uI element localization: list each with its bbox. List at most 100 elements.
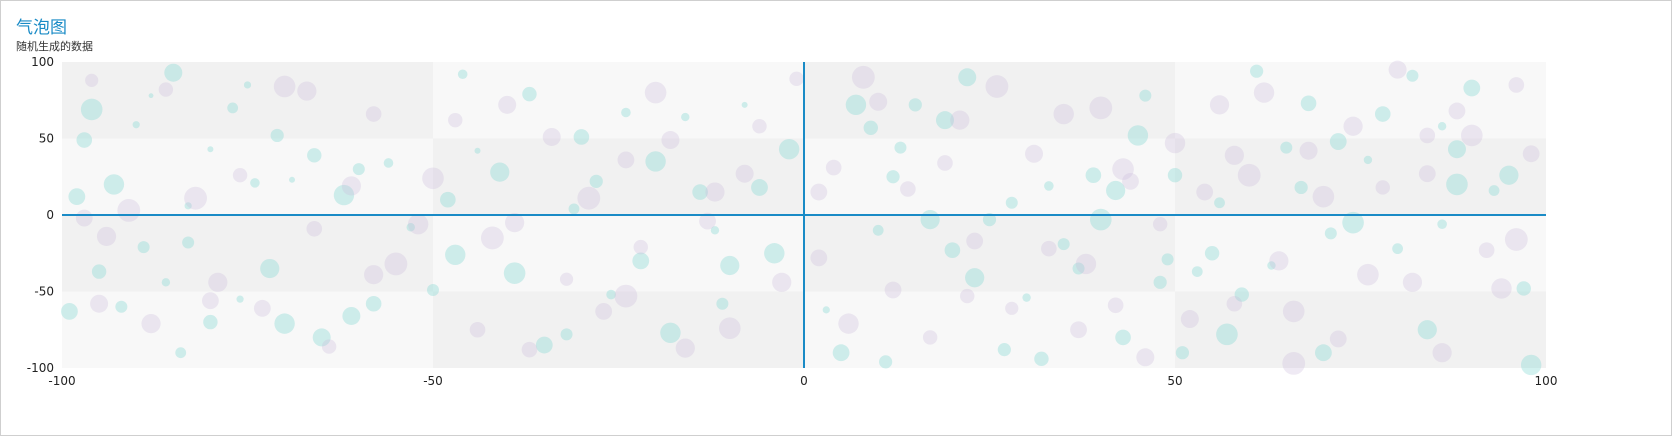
bubble-point (469, 321, 486, 338)
bubble-point (937, 155, 953, 171)
bubble-point (1508, 77, 1525, 93)
bubble-point (1107, 297, 1124, 314)
bubble-point (1342, 211, 1364, 234)
bubble-point (1299, 141, 1318, 160)
bubble-point (778, 139, 800, 160)
bubble-point (132, 121, 140, 129)
bubble-point (1374, 106, 1391, 122)
bubble-point (1136, 348, 1155, 367)
bubble-point (1419, 127, 1436, 144)
chart-subtitle: 随机生成的数据 (16, 40, 93, 53)
bubble-point (1432, 343, 1452, 363)
bubble-point (1357, 263, 1379, 286)
bubble-point (1461, 124, 1483, 147)
bubble-point (1417, 320, 1437, 340)
bubble-point (407, 213, 429, 235)
bubble-point (184, 202, 192, 210)
bubble-point (692, 184, 708, 200)
bubble-point (103, 174, 125, 195)
bubble-point (863, 120, 878, 135)
bubble-point (203, 314, 218, 330)
bubble-point (822, 306, 830, 314)
bubble-point (480, 226, 504, 250)
bubble-point (384, 252, 408, 276)
bubble-point (1491, 278, 1512, 299)
grid-band (433, 138, 804, 215)
x-tick-label: 100 (1535, 374, 1558, 388)
bubble-point (633, 239, 648, 255)
bubble-point (589, 174, 603, 188)
bubble-chart: 100 50 0 -50 -100-100 -50 0 50 100 (27, 55, 1558, 388)
bubble-point (1075, 253, 1097, 275)
bubble-point (352, 163, 365, 176)
bubble-point (1392, 243, 1403, 255)
bubble-point (1152, 216, 1168, 232)
bubble-point (1447, 140, 1466, 159)
bubble-point (182, 236, 195, 249)
bubble-point (965, 268, 985, 288)
bubble-point (741, 101, 748, 108)
bubble-point (720, 255, 740, 276)
bubble-point (175, 347, 187, 359)
bubble-point (289, 176, 296, 183)
bubble-point (1363, 155, 1373, 165)
bubble-point (832, 344, 850, 362)
bubble-point (141, 314, 161, 334)
grid-band (62, 138, 433, 215)
bubble-point (137, 241, 150, 254)
bubble-point (789, 71, 804, 87)
bubble-point (448, 112, 463, 128)
bubble-point (1388, 60, 1407, 79)
grid-band (1175, 62, 1546, 139)
bubble-point (1294, 180, 1308, 195)
x-tick-label: -50 (423, 374, 443, 388)
bubble-point (1191, 266, 1203, 278)
bubble-point (1250, 64, 1264, 78)
bubble-point (1237, 163, 1261, 187)
grid-band (433, 62, 804, 139)
grid-band (804, 138, 1175, 215)
bubble-point (645, 151, 666, 172)
bubble-point (1209, 95, 1230, 115)
bubble-point (710, 226, 720, 235)
bubble-point (982, 212, 997, 227)
chart-title: 气泡图 (16, 18, 67, 38)
bubble-point (1122, 172, 1139, 190)
grid-band (433, 291, 804, 368)
bubble-point (427, 283, 439, 296)
bubble-point (1115, 329, 1131, 346)
bubble-point (606, 289, 616, 300)
bubble-point (997, 343, 1011, 357)
bubble-point (772, 272, 792, 292)
bubble-point (68, 188, 86, 206)
bubble-point (1025, 144, 1044, 163)
bubble-point (1234, 287, 1249, 302)
bubble-point (1300, 95, 1317, 112)
bubble-point (490, 162, 510, 182)
bubble-point (1085, 167, 1102, 184)
grid-band (62, 215, 433, 292)
bubble-point (307, 148, 322, 163)
bubble-point (535, 336, 553, 354)
bubble-point (922, 330, 938, 345)
bubble-point (1343, 116, 1363, 136)
bubble-point (908, 98, 922, 112)
grid-band (62, 62, 433, 139)
bubble-point (321, 339, 337, 354)
bubble-point (1522, 145, 1540, 163)
y-tick-label: -50 (34, 285, 54, 299)
grid-band (1175, 215, 1546, 292)
bubble-point (1406, 69, 1419, 82)
bubble-point (522, 86, 537, 102)
bubble-point (115, 300, 128, 313)
bubble-point (886, 170, 900, 184)
x-tick-label: 50 (1167, 374, 1182, 388)
bubble-point (1216, 323, 1238, 346)
bubble-point (1226, 295, 1243, 312)
bubble-point (1153, 275, 1167, 289)
bubble-point (236, 295, 244, 303)
bubble-point (958, 68, 977, 87)
bubble-point (1127, 125, 1149, 146)
bubble-point (76, 132, 93, 148)
